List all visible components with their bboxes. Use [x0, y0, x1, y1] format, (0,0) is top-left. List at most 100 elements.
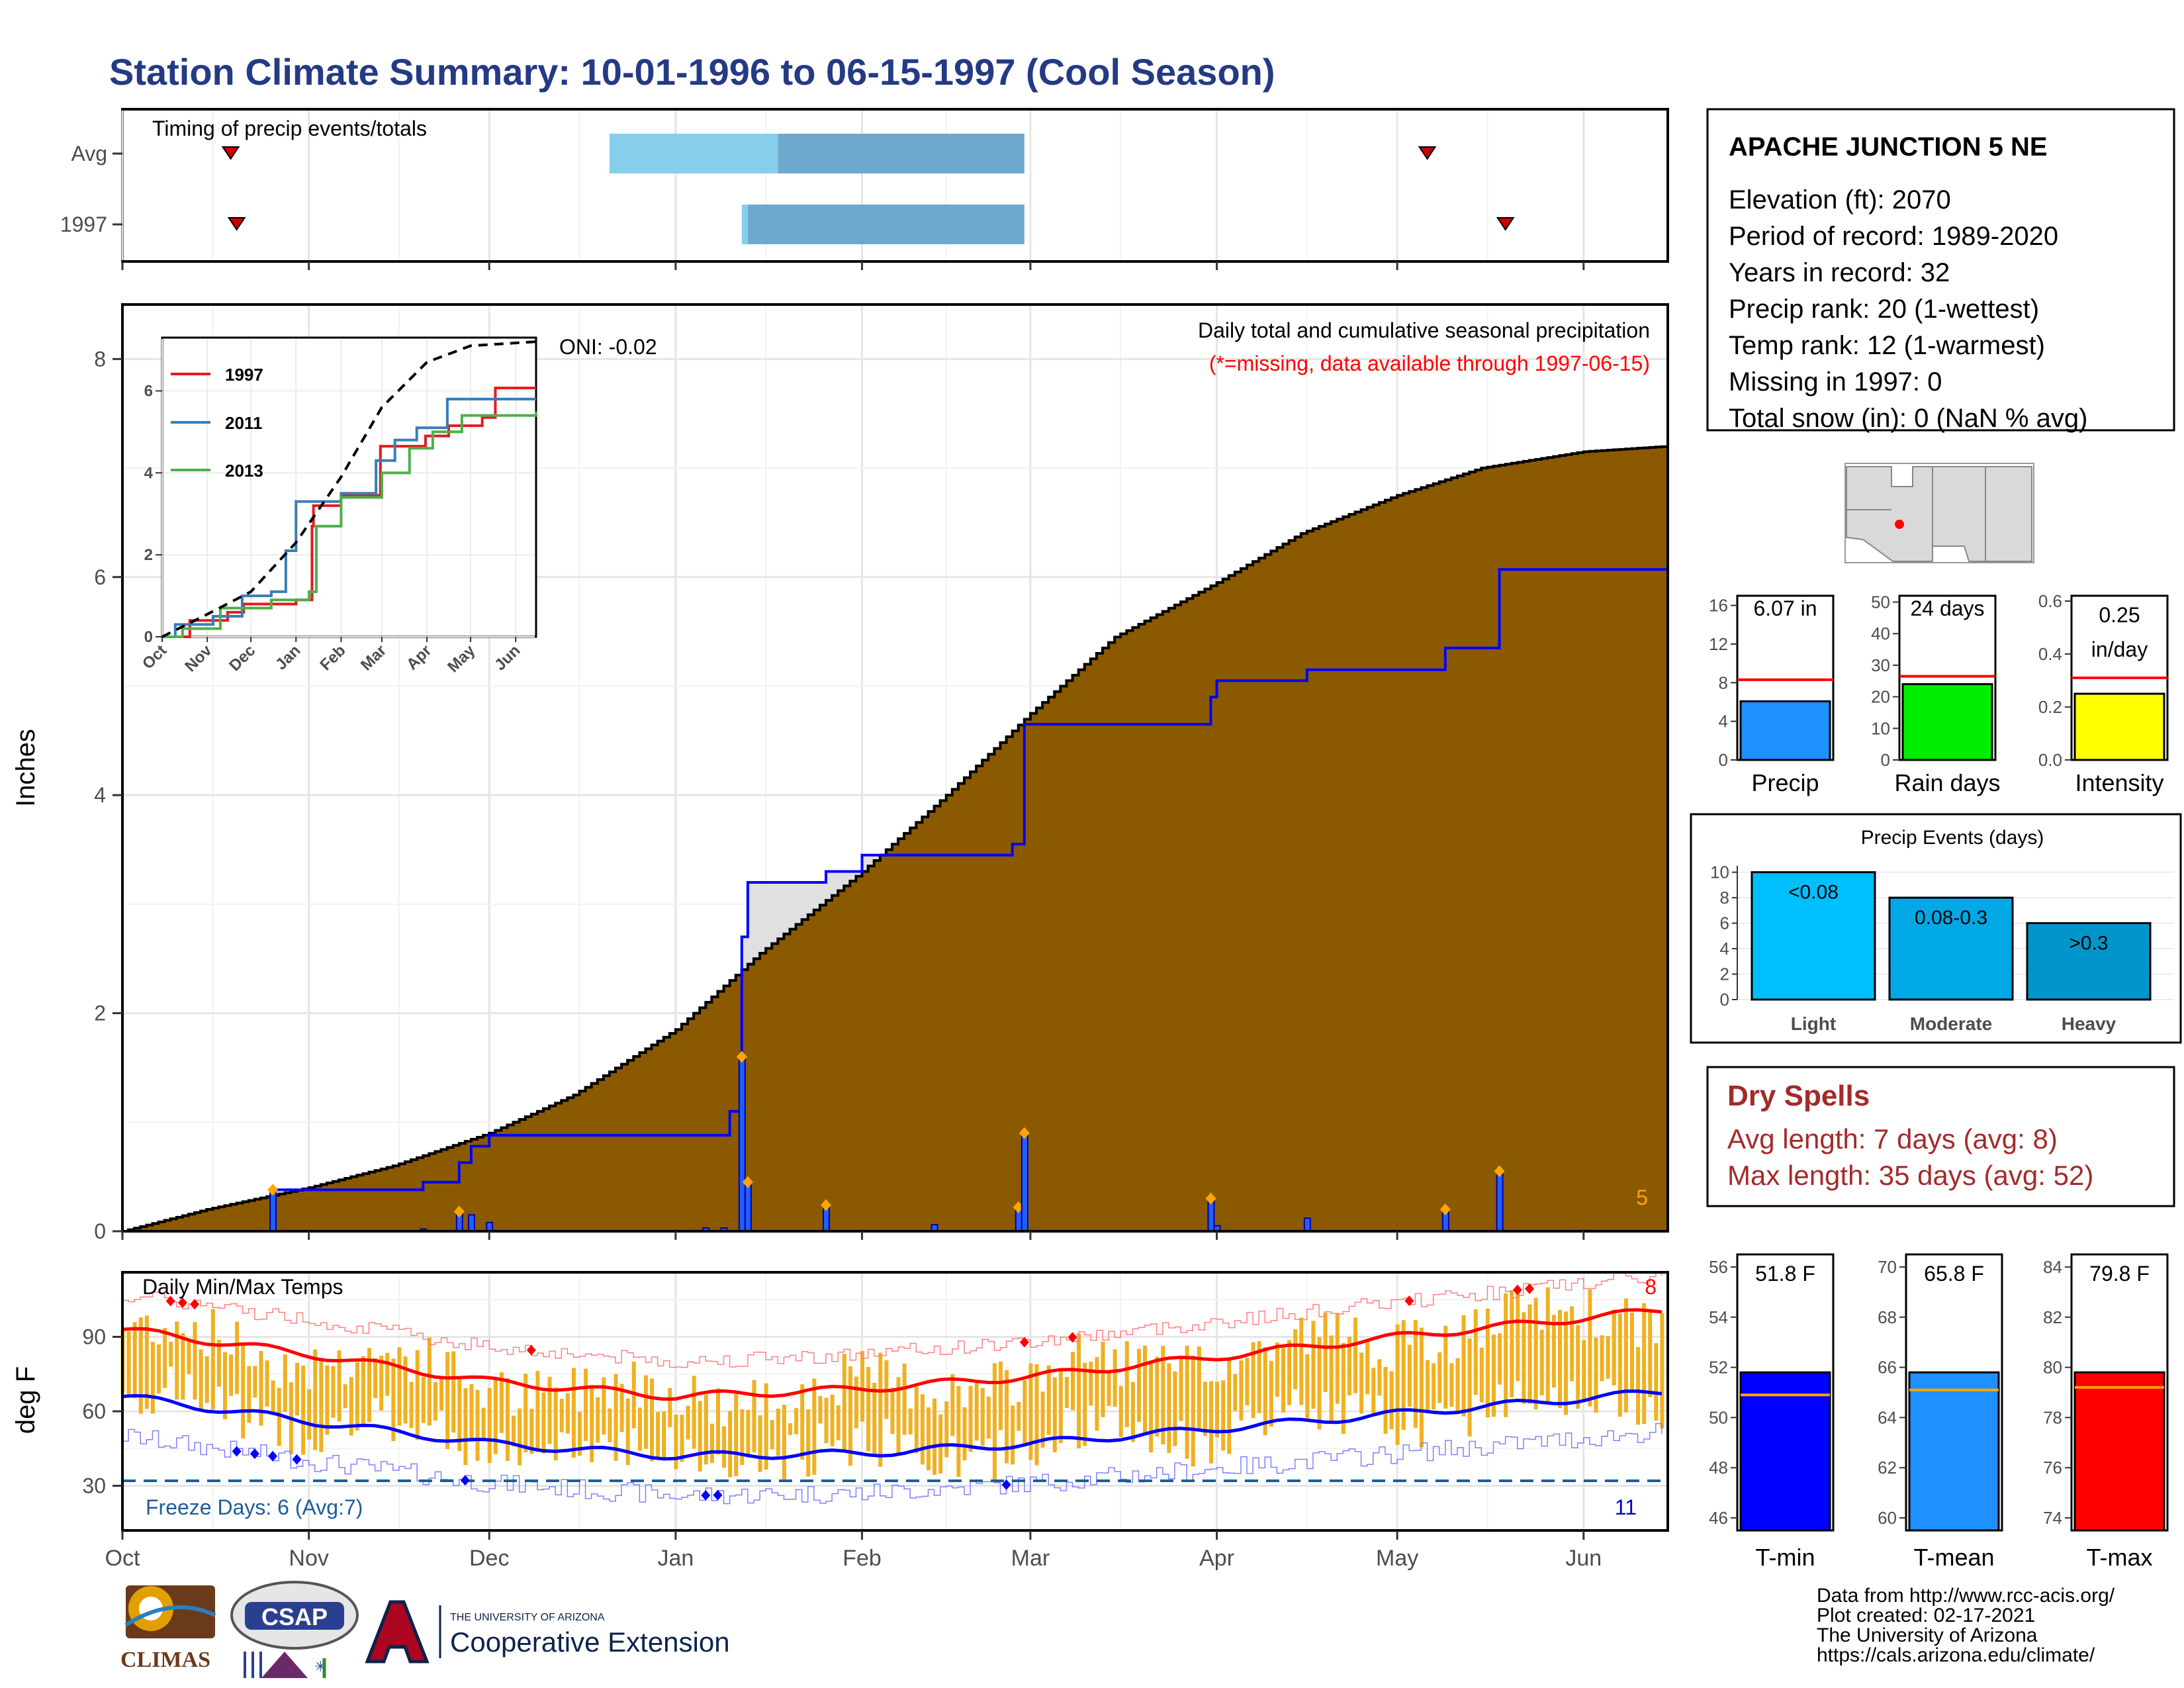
daily-temp-bar: [373, 1358, 378, 1399]
daily-temp-bar: [1443, 1325, 1448, 1409]
daily-temp-bar: [547, 1376, 552, 1444]
daily-temp-bar: [1311, 1321, 1316, 1409]
daily-temp-bar: [427, 1337, 432, 1426]
daily-temp-bar: [908, 1408, 913, 1434]
timing-bar-25-50: [609, 134, 778, 173]
daily-temp-bar: [247, 1366, 251, 1423]
daily-temp-bar: [584, 1368, 588, 1441]
timing-row-1997: 1997: [60, 212, 107, 236]
events-bar-label: >0.3: [2069, 933, 2108, 955]
daily-temp-bar: [469, 1383, 474, 1442]
daily-temp-bar: [1257, 1341, 1261, 1413]
timing-bar-50-75: [778, 134, 1024, 173]
daily-temp-bar: [1527, 1304, 1532, 1404]
daily-temp-bar: [1467, 1338, 1472, 1437]
inset-ytick-label: 2: [144, 546, 153, 564]
daily-temp-bar: [205, 1356, 209, 1403]
daily-temp-bar: [403, 1356, 408, 1424]
daily-temp-bar: [956, 1385, 961, 1477]
daily-temp-bar: [1461, 1315, 1466, 1417]
daily-temp-bar: [571, 1368, 576, 1458]
temp-summary-ytick-label: 48: [1709, 1458, 1728, 1477]
daily-temp-bar: [686, 1405, 690, 1440]
daily-temp-bar: [608, 1408, 612, 1442]
daily-precip-bar: [744, 1181, 752, 1232]
daily-temp-bar: [596, 1397, 600, 1443]
daily-temp-bar: [132, 1322, 137, 1399]
daily-temp-bar: [1533, 1297, 1538, 1410]
daily-temp-bar: [541, 1392, 546, 1454]
daily-temp-bar: [896, 1377, 901, 1456]
daily-temp-bar: [1107, 1370, 1111, 1406]
temp-summary-ytick-label: 66: [1878, 1358, 1897, 1378]
daily-temp-bar: [776, 1408, 780, 1456]
daily-temp-bar: [1167, 1363, 1171, 1453]
daily-temp-bar: [746, 1409, 751, 1458]
daily-temp-bar: [1023, 1380, 1027, 1444]
freeze-days-label: Freeze Days: 6 (Avg:7): [146, 1495, 363, 1519]
daily-temp-bar: [253, 1366, 257, 1398]
summary-ytick-label: 12: [1709, 634, 1728, 654]
record-high-marker: [177, 1297, 187, 1308]
summary-ytick-label: 0.6: [2038, 591, 2062, 611]
daily-temp-bar: [1419, 1327, 1424, 1448]
temp-summary-value-label: 79.8 F: [2089, 1262, 2150, 1286]
temp-panel: 30 60 90 Oct Nov Dec Jan Feb Mar Apr May Jun Daily…: [11, 1271, 1669, 1571]
daily-temp-bar: [1052, 1377, 1057, 1452]
daily-temp-bar: [830, 1394, 835, 1446]
daily-temp-bar: [1083, 1362, 1087, 1446]
temp-summary-ytick-label: 78: [2043, 1407, 2062, 1427]
daily-temp-bar: [1498, 1333, 1502, 1385]
daily-temp-bar: [415, 1350, 420, 1440]
summary-ytick-label: 20: [1871, 687, 1890, 707]
daily-temp-bar: [163, 1328, 167, 1388]
summary-ytick-label: 0: [1719, 750, 1728, 770]
summary-ytick-label: 0.0: [2038, 750, 2062, 770]
heavy-precip-marker: [1019, 1127, 1030, 1139]
ua-logo: THE UNIVERSITY OF ARIZONA Cooperative Ex…: [365, 1600, 730, 1664]
record-high-marker: [1525, 1283, 1535, 1294]
temp-summary-ytick-label: 46: [1709, 1508, 1728, 1528]
csap-logo-text: CSAP: [261, 1603, 328, 1630]
daily-temp-bar: [181, 1333, 185, 1400]
events-category-label: Heavy: [2062, 1013, 2116, 1034]
high-record-count: 8: [1645, 1275, 1657, 1299]
daily-temp-bar: [974, 1381, 979, 1441]
daily-temp-bar: [1046, 1365, 1051, 1435]
daily-temp-bar: [199, 1349, 203, 1411]
precip-ytick-label: 4: [94, 783, 106, 807]
daily-temp-bar: [1305, 1354, 1310, 1421]
daily-temp-bar: [1299, 1317, 1304, 1405]
precip-ytick-label: 2: [94, 1002, 106, 1025]
daily-temp-bar: [764, 1383, 768, 1470]
daily-temp-bar: [944, 1401, 949, 1458]
daily-temp-bar: [433, 1382, 437, 1421]
daily-temp-bar: [409, 1382, 414, 1429]
daily-temp-bar: [1365, 1341, 1370, 1395]
daily-temp-bar: [391, 1358, 396, 1442]
daily-temp-bar: [1449, 1363, 1454, 1407]
temp-summary-label: T-max: [2086, 1544, 2152, 1571]
daily-temp-bar: [499, 1372, 504, 1433]
daily-temp-bar: [1504, 1293, 1508, 1417]
daily-temp-bar: [493, 1379, 498, 1454]
station-years: Years in record: 32: [1729, 258, 1950, 287]
daily-temp-bar: [758, 1415, 762, 1472]
station-missing: Missing in 1997: 0: [1729, 367, 1942, 397]
daily-temp-bar: [848, 1366, 852, 1466]
timing-row-avg: Avg: [71, 142, 107, 165]
timing-label: Timing of precip events/totals: [152, 117, 427, 140]
climas-logo-text: CLIMAS: [120, 1648, 210, 1672]
daily-temp-bar: [590, 1386, 594, 1462]
daily-temp-bar: [933, 1398, 937, 1476]
footer-line-3: The University of Arizona: [1817, 1624, 2038, 1646]
daily-temp-bar: [1437, 1352, 1442, 1403]
daily-temp-bar: [794, 1408, 799, 1434]
daily-temp-bar: [950, 1374, 955, 1436]
daily-temp-bar: [1155, 1356, 1160, 1436]
footer-line-4: https://cals.arizona.edu/climate/: [1817, 1644, 2095, 1666]
daily-temp-bar: [1407, 1344, 1412, 1407]
daily-temp-bar: [1281, 1345, 1286, 1413]
summary-ytick-label: 0.4: [2038, 644, 2062, 664]
daily-temp-bar: [512, 1415, 516, 1446]
